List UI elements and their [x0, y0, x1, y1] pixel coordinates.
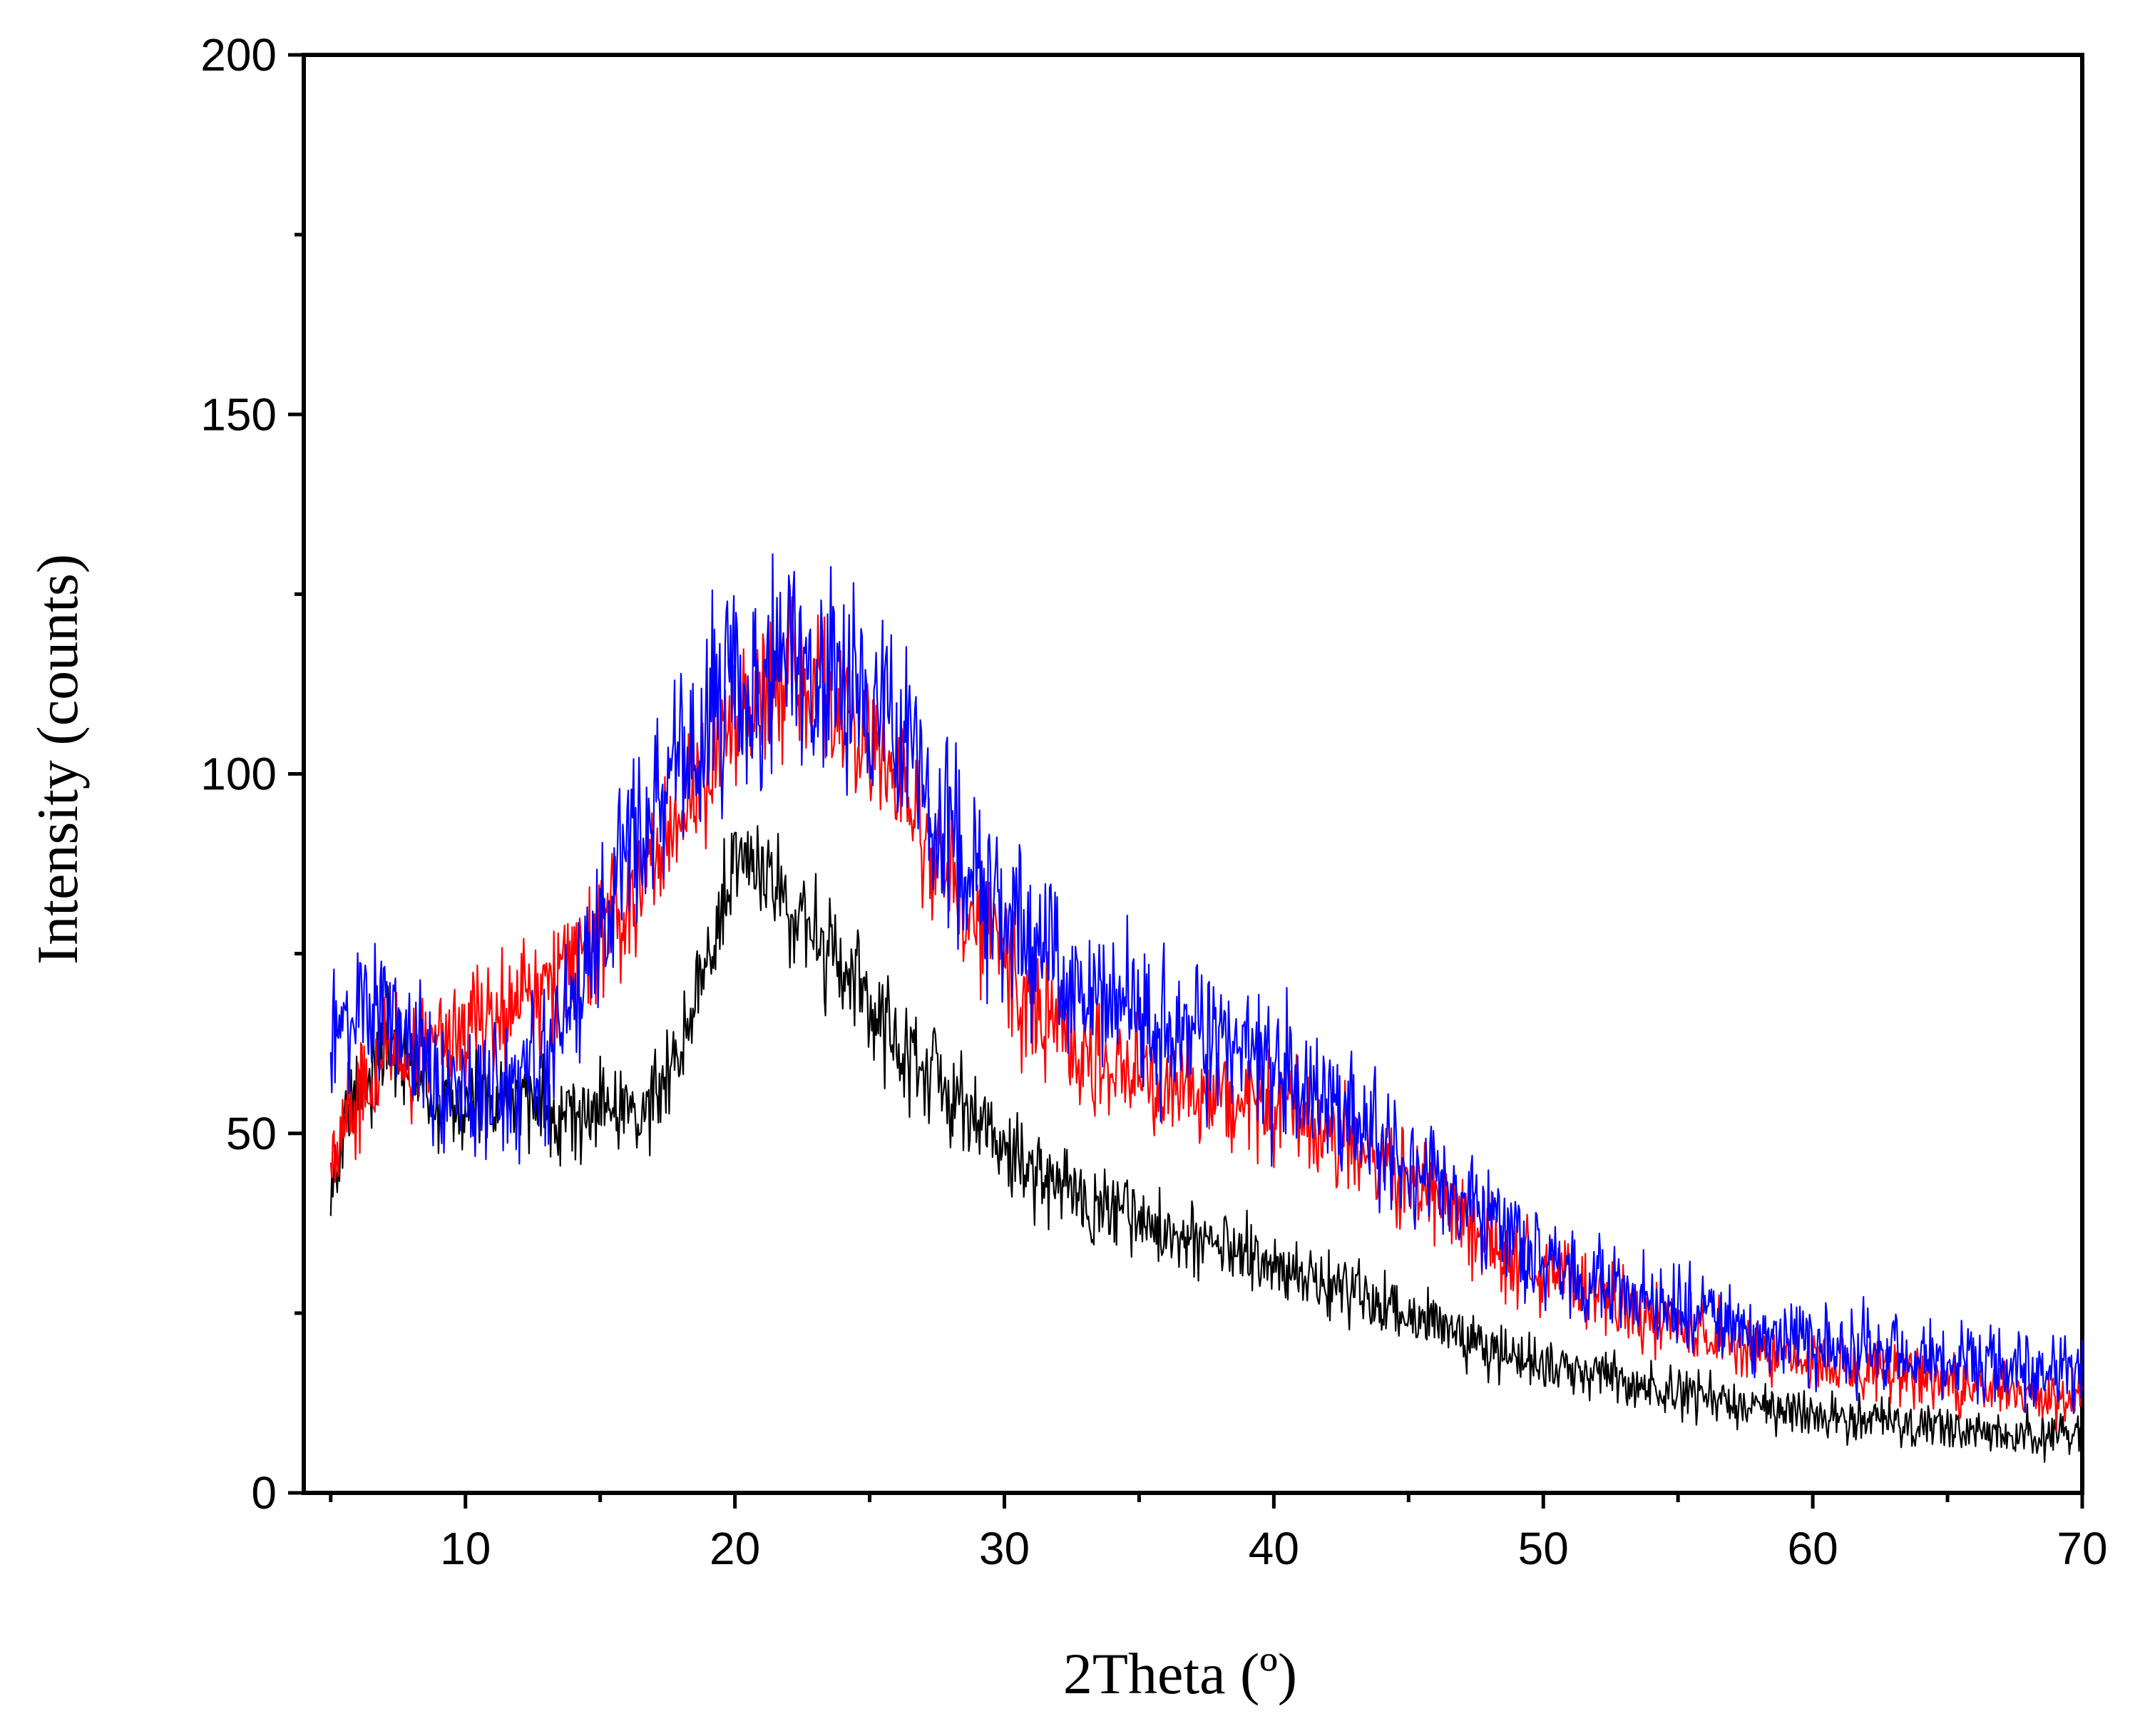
x-tick-label: 20: [710, 1523, 760, 1574]
series-layer: [329, 553, 2084, 1463]
y-tick-label: 50: [226, 1108, 277, 1159]
plot-frame: [302, 53, 2084, 1495]
x-tick-label: 70: [2057, 1523, 2107, 1574]
x-tick-label: 60: [1788, 1523, 1838, 1574]
x-tick-label: 50: [1518, 1523, 1569, 1574]
x-tick-label: 10: [440, 1523, 491, 1574]
y-tick-label: 100: [200, 749, 277, 800]
series-blue-line: [329, 553, 2084, 1414]
ticks-layer: [288, 53, 2084, 1509]
x-axis-title: 2Theta (º): [1063, 1641, 1297, 1706]
plot-area: [302, 53, 2084, 1495]
x-tick-label: 30: [979, 1523, 1030, 1574]
series-black-line: [329, 825, 2084, 1463]
labels-layer: 10 20 30 40 50 60 70 0 50 100 150 200: [200, 29, 2107, 1574]
y-tick-label: 150: [200, 389, 277, 440]
y-axis-title: Intensity (counts): [25, 554, 90, 965]
y-tick-label: 0: [251, 1467, 277, 1519]
x-tick-label: 40: [1249, 1523, 1299, 1574]
y-tick-label: 200: [200, 29, 277, 81]
series-red-line: [329, 584, 2084, 1432]
